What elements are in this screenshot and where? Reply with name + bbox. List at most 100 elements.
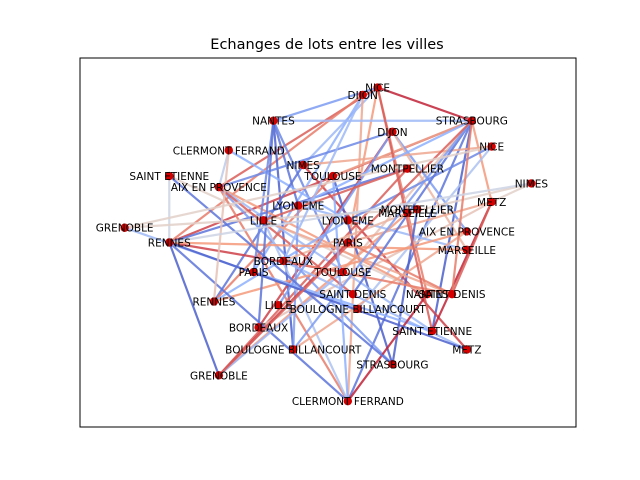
node-label-12: AIX EN PROVENCE: [171, 182, 267, 194]
node-label-7: NIMES: [287, 160, 321, 172]
node-label-22: PARIS: [333, 238, 363, 250]
node-label-1: DIJON: [348, 90, 378, 102]
edge-70: [346, 293, 429, 402]
node-point-29: [447, 289, 457, 299]
node-point-4: [388, 127, 397, 136]
edge-67: [218, 271, 344, 377]
edge-30: [168, 167, 408, 244]
node-point-19: [120, 223, 129, 232]
node-point-12: [214, 182, 224, 192]
node-label-9: TOULOUSE: [303, 171, 361, 183]
plot-frame: [79, 57, 577, 428]
node-point-36: [462, 345, 472, 354]
edge-45: [297, 204, 468, 251]
node-point-24: [279, 256, 288, 266]
edge-1: [302, 86, 379, 166]
node-point-28: [423, 289, 432, 299]
node-label-39: CLERMONT FERRAND: [292, 396, 404, 408]
node-point-25: [249, 267, 258, 277]
edge-64: [282, 259, 468, 351]
node-label-18: LYON EME: [322, 215, 374, 227]
node-point-2: [269, 116, 278, 125]
edge-79: [218, 119, 473, 377]
edge-62: [347, 241, 453, 296]
node-label-20: AIX EN PROVENCE: [419, 226, 515, 238]
node-label-19: GRENOBLE: [96, 223, 154, 235]
node-label-26: TOULOUSE: [313, 267, 371, 279]
edge-76: [292, 120, 473, 351]
edge-82: [297, 119, 473, 207]
node-point-31: [274, 301, 283, 310]
edge-42: [347, 200, 492, 244]
node-label-38: GRENOBLE: [190, 370, 248, 382]
edge-21: [391, 131, 468, 251]
node-label-5: NICE: [479, 142, 504, 154]
node-label-0: NICE: [365, 83, 390, 95]
edge-38: [218, 186, 428, 296]
node-point-16: [403, 208, 412, 218]
edge-25: [228, 149, 349, 222]
edge-74: [257, 120, 275, 328]
edge-78: [168, 175, 394, 366]
node-point-39: [343, 396, 353, 406]
edge-55: [213, 230, 468, 303]
edge-36: [407, 182, 532, 215]
edge-69: [218, 186, 354, 296]
node-point-3: [467, 116, 477, 125]
node-label-23: MARSEILLE: [438, 245, 496, 257]
node-point-10: [165, 171, 174, 181]
chart-title: Echanges de lots entre les villes: [210, 37, 443, 53]
node-label-25: PARIS: [239, 267, 269, 279]
edge-39: [218, 186, 433, 332]
node-point-23: [462, 245, 472, 255]
node-label-17: LILLE: [250, 215, 277, 227]
node-label-24: BORDEAUX: [254, 256, 313, 268]
node-label-10: SAINT ETIENNE: [129, 171, 209, 183]
node-point-0: [373, 83, 382, 92]
edge-37: [217, 186, 349, 402]
node-point-21: [165, 238, 174, 247]
edge-80: [331, 176, 349, 402]
edge-8: [168, 94, 364, 244]
edge-0: [377, 86, 473, 122]
nodes-layer: [120, 83, 536, 406]
node-point-9: [328, 171, 338, 181]
edge-68: [351, 120, 473, 295]
edge-24: [303, 145, 492, 167]
node-point-20: [462, 227, 472, 236]
node-point-1: [358, 90, 367, 100]
edge-22: [218, 130, 393, 189]
node-point-38: [214, 371, 224, 380]
edge-56: [292, 230, 468, 351]
node-point-18: [343, 216, 353, 225]
node-label-29: SAINT DENIS: [418, 289, 485, 301]
edge-85: [169, 182, 532, 244]
edge-29: [218, 167, 409, 377]
node-label-28: NANTES: [406, 289, 449, 301]
node-point-15: [413, 205, 422, 214]
node-label-16: MARSEILLE: [378, 208, 436, 220]
edges-layer: [124, 86, 532, 402]
node-point-14: [294, 201, 303, 210]
edge-48: [391, 209, 419, 365]
node-label-11: NIMES: [515, 178, 549, 190]
node-point-22: [343, 238, 353, 247]
node-label-15: MONTPELLIER: [381, 204, 454, 216]
node-label-35: BOULOGNE BILLANCOURT: [225, 345, 362, 357]
node-label-27: SAINT DENIS: [319, 289, 386, 301]
node-label-36: METZ: [452, 345, 481, 357]
node-label-4: DIJON: [377, 127, 407, 139]
edge-44: [450, 201, 493, 295]
node-label-33: BORDEAUX: [229, 322, 288, 334]
node-label-2: NANTES: [252, 116, 295, 128]
edge-86: [282, 94, 364, 262]
node-point-17: [259, 216, 268, 225]
node-label-21: RENNES: [148, 238, 191, 250]
edge-83: [212, 150, 230, 302]
node-label-8: MONTPELLIER: [371, 164, 444, 176]
node-point-33: [254, 323, 263, 332]
edge-75: [376, 87, 434, 332]
node-point-26: [338, 267, 348, 277]
